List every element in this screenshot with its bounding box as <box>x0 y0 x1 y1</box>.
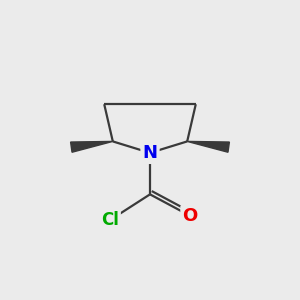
Text: N: N <box>142 144 158 162</box>
Text: Cl: Cl <box>101 211 119 229</box>
Polygon shape <box>187 141 230 152</box>
Polygon shape <box>70 141 113 152</box>
Text: O: O <box>182 207 198 225</box>
